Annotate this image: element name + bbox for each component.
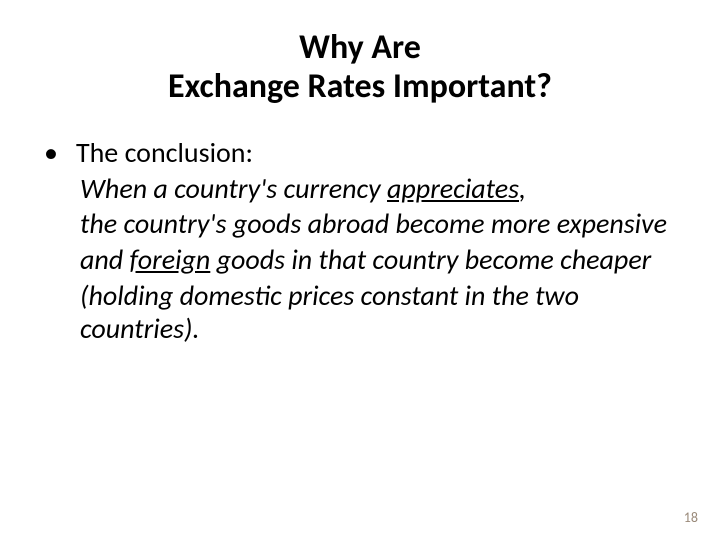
line3-underline: foreign [130, 242, 211, 277]
title-line-1: Why Are [299, 27, 421, 68]
line3-post: goods in that country become cheaper [210, 242, 651, 277]
slide-title: Why Are Exchange Rates Important? [40, 28, 680, 106]
bullet-text: The conclusion: [76, 136, 253, 170]
slide-container: Why Are Exchange Rates Important? • The … [0, 0, 720, 540]
body-line-4: (holding domestic prices constant in the… [80, 279, 680, 346]
body-line-3: and foreign goods in that country become… [80, 243, 680, 277]
body-line-1: When a country's currency appreciates, [80, 172, 680, 206]
slide-content: • The conclusion: When a country's curre… [40, 136, 680, 346]
title-line-2: Exchange Rates Important? [168, 66, 552, 107]
bullet-marker: • [44, 136, 58, 170]
line1-post: , [519, 171, 526, 206]
body-line-2: the country's goods abroad become more e… [80, 207, 680, 241]
line1-underline: appreciates [387, 171, 519, 206]
line1-pre: When a country's currency [80, 171, 387, 206]
page-number: 18 [684, 509, 698, 526]
bullet-item: • The conclusion: [40, 136, 680, 170]
line3-pre: and [80, 242, 130, 277]
